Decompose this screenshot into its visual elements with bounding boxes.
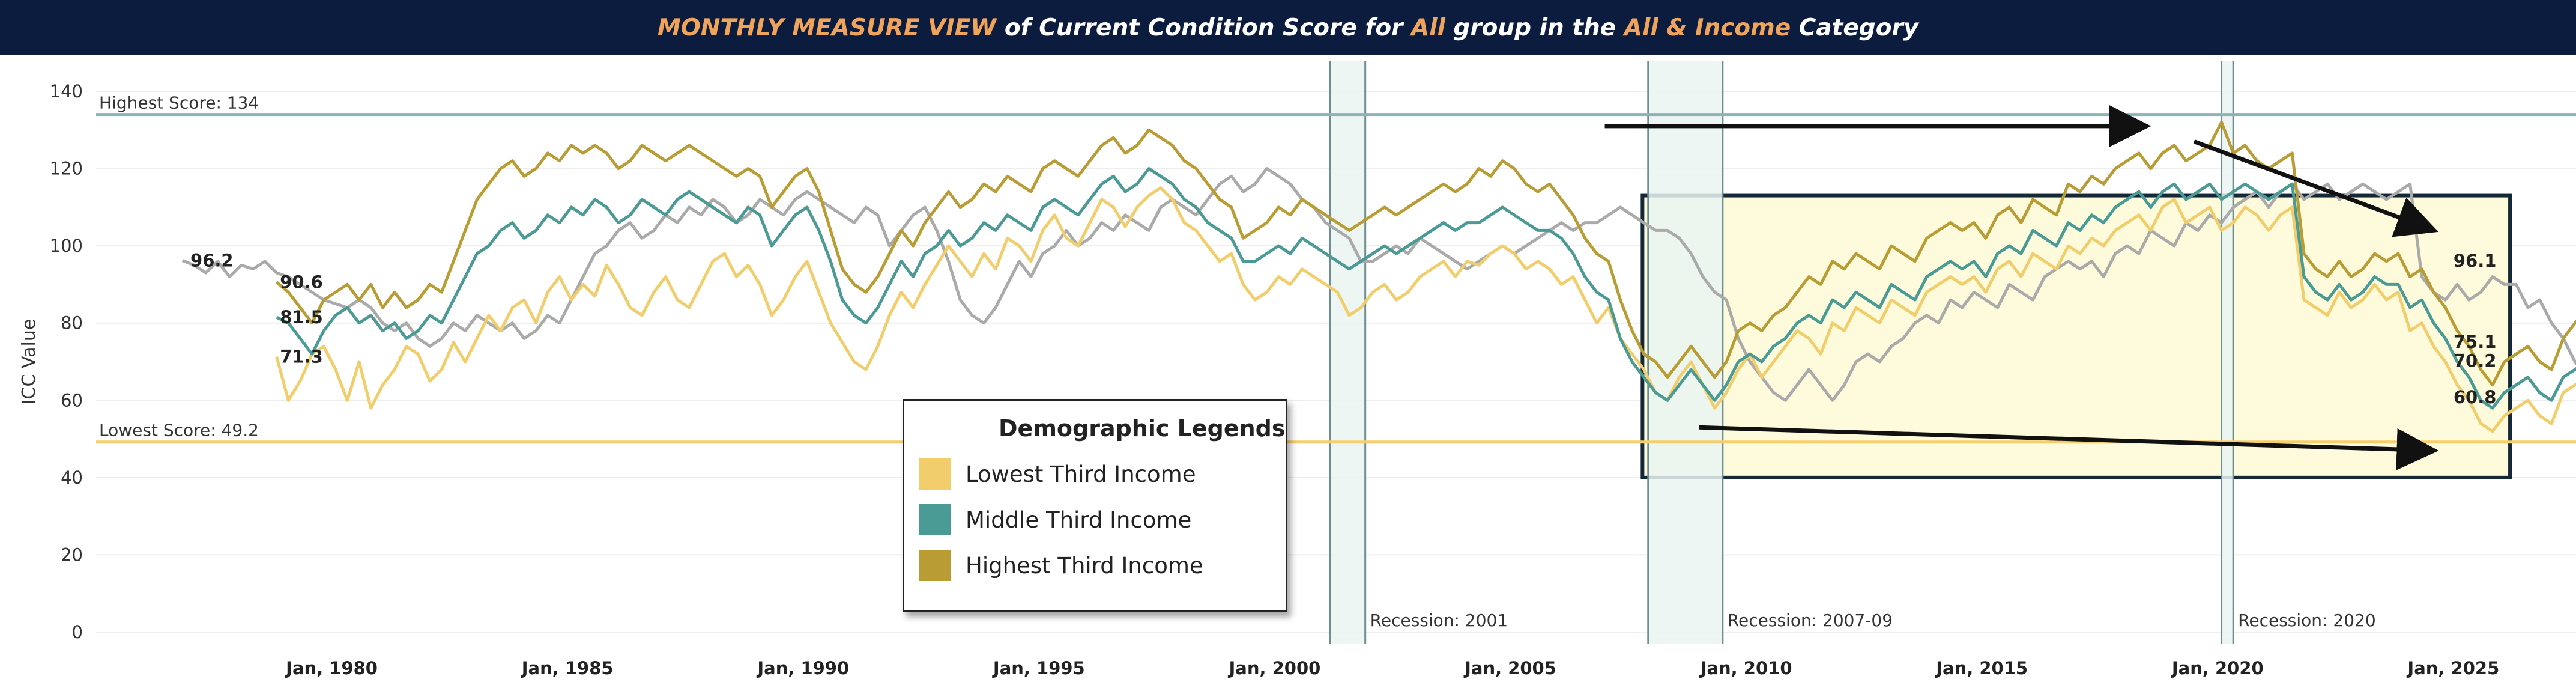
line-chart: Recession: 2001 Recession: 2007-09 Recessi… [19,61,2576,678]
legend-label-lowest: Lowest Third Income [966,461,1196,487]
series-line-low [275,186,2576,433]
value-annotation: 90.6 [280,272,323,293]
value-annotation: 70.2 [2454,351,2497,371]
series-line-mid [276,167,2576,410]
x-tick-label: Jan, 2005 [1463,658,1556,678]
legend-label-highest: Highest Third Income [966,552,1203,579]
y-tick-label: 20 [61,544,83,565]
x-tick-label: Jan, 2025 [2406,658,2499,678]
recession-label: Recession: 2007-09 [1728,610,1893,630]
value-annotation: 71.3 [280,347,323,367]
recession-label: Recession: 2001 [1370,610,1508,630]
x-tick-label: Jan, 2015 [1935,658,2028,678]
recession-band [1329,61,1365,644]
title-text-3: Category [1791,14,1919,41]
legend-swatch-middle [919,504,951,535]
recession-band [2221,61,2234,644]
legend-swatch-lowest [919,458,951,490]
x-tick-label: Jan, 1990 [756,658,849,678]
y-tick-label: 60 [61,390,83,410]
y-tick-label: 140 [50,81,83,102]
legend-title: Demographic Legends [999,415,1286,442]
y-axis-label: ICC Value [19,319,40,405]
value-annotation: 81.5 [280,307,323,327]
legend-label-middle: Middle Third Income [966,507,1192,533]
reference-line-label: Lowest Score: 49.2 [99,421,259,440]
value-annotation: 96.2 [190,251,234,271]
y-tick-label: 0 [72,622,83,642]
trend-arrow [1699,425,2439,470]
value-annotation: 75.1 [2454,332,2497,352]
y-tick-label: 100 [50,236,83,256]
x-tick-label: Jan, 1995 [992,658,1085,678]
y-tick-label: 40 [61,467,83,488]
value-annotation: 96.1 [2454,251,2497,271]
recession-label: Recession: 2020 [2238,610,2375,630]
trend-arrow [2193,139,2439,237]
title-text-1: of Current Condition Score for [996,14,1411,41]
x-tick-label: Jan, 2010 [1699,658,1792,678]
chart-title-bar: MONTHLY MEASURE VIEW of Current Conditio… [0,0,2576,55]
legend-item-middle[interactable]: Middle Third Income [919,504,1191,535]
legend-item-lowest[interactable]: Lowest Third Income [919,458,1196,490]
title-category: All & Income [1624,14,1791,41]
legend-swatch-highest [919,550,951,581]
legend-item-highest[interactable]: Highest Third Income [919,550,1203,581]
demographic-legend: Demographic Legends Lowest Third Income … [903,399,1287,612]
x-tick-label: Jan, 1980 [285,658,378,678]
x-tick-label: Jan, 2020 [2171,658,2264,678]
value-annotation: 60.8 [2454,387,2497,407]
title-measure-view: MONTHLY MEASURE VIEW [657,14,997,41]
highlight-box [1640,193,2512,479]
series-line-high [276,120,2576,387]
x-tick-label: Jan, 1985 [521,658,614,678]
title-text-2: group in the [1445,14,1624,41]
reference-line-label: Highest Score: 134 [99,93,259,113]
y-tick-label: 80 [61,313,83,333]
x-tick-label: Jan, 2000 [1228,658,1321,678]
y-tick-label: 120 [50,159,83,179]
title-group: All [1410,14,1445,41]
